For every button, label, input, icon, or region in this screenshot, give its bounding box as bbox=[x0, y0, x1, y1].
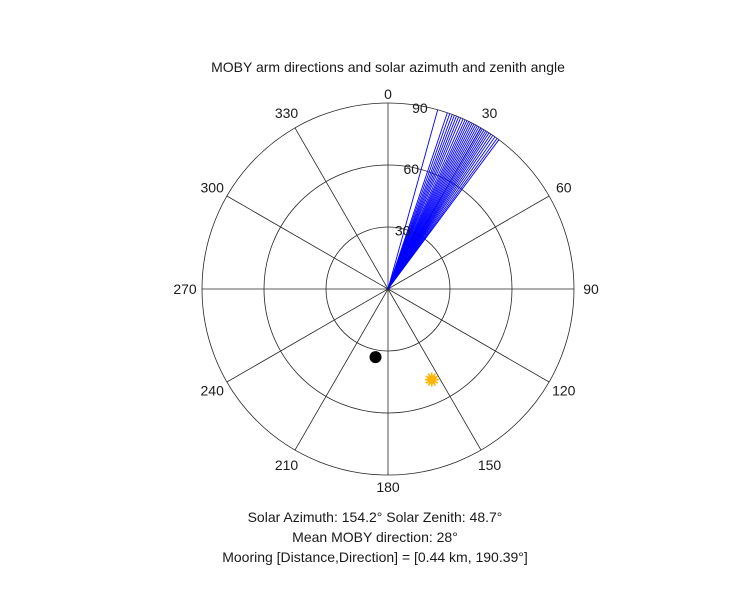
theta-tick-label: 240 bbox=[201, 383, 225, 399]
grid-spoke-330 bbox=[294, 127, 389, 290]
mooring-annotation: Mooring [Distance,Direction] = [0.44 km,… bbox=[222, 549, 528, 565]
grid-spoke-210 bbox=[294, 288, 389, 451]
theta-tick-label: 90 bbox=[583, 281, 599, 297]
theta-tick-labels: 0 30 60 90 120 150 180 210 240 270 300 330 bbox=[173, 86, 599, 495]
grid-spoke-60 bbox=[387, 195, 550, 290]
theta-tick-label: 0 bbox=[384, 86, 392, 102]
chart-title: MOBY arm directions and solar azimuth an… bbox=[211, 59, 565, 75]
solar-angles-annotation: Solar Azimuth: 154.2° Solar Zenith: 48.7… bbox=[247, 509, 503, 525]
arm-direction-line bbox=[387, 139, 500, 290]
r-tick-label: 30 bbox=[395, 223, 411, 239]
theta-tick-label: 210 bbox=[275, 457, 299, 473]
sun-core bbox=[427, 375, 437, 385]
theta-tick-label: 120 bbox=[552, 383, 576, 399]
r-tick-label: 60 bbox=[403, 161, 419, 177]
grid-spoke-150 bbox=[387, 288, 482, 451]
arm-direction-line bbox=[387, 109, 439, 290]
theta-tick-label: 180 bbox=[376, 479, 400, 495]
grid-spoke-240 bbox=[226, 288, 389, 383]
theta-tick-label: 60 bbox=[556, 180, 572, 196]
grid-spoke-300 bbox=[226, 195, 389, 290]
theta-tick-label: 300 bbox=[201, 180, 225, 196]
mean-direction-annotation: Mean MOBY direction: 28° bbox=[292, 529, 458, 545]
r-tick-labels: 30 60 90 bbox=[395, 100, 428, 239]
sun-marker bbox=[424, 372, 439, 387]
theta-tick-label: 150 bbox=[478, 457, 502, 473]
theta-tick-label: 30 bbox=[482, 105, 498, 121]
theta-tick-label: 270 bbox=[173, 281, 197, 297]
markers bbox=[369, 351, 439, 387]
r-tick-label: 90 bbox=[412, 100, 428, 116]
theta-tick-label: 330 bbox=[275, 105, 299, 121]
mooring-marker bbox=[369, 351, 382, 364]
polar-grid bbox=[201, 102, 575, 476]
grid-spoke-120 bbox=[387, 288, 550, 383]
moby-arm-directions bbox=[387, 109, 500, 290]
